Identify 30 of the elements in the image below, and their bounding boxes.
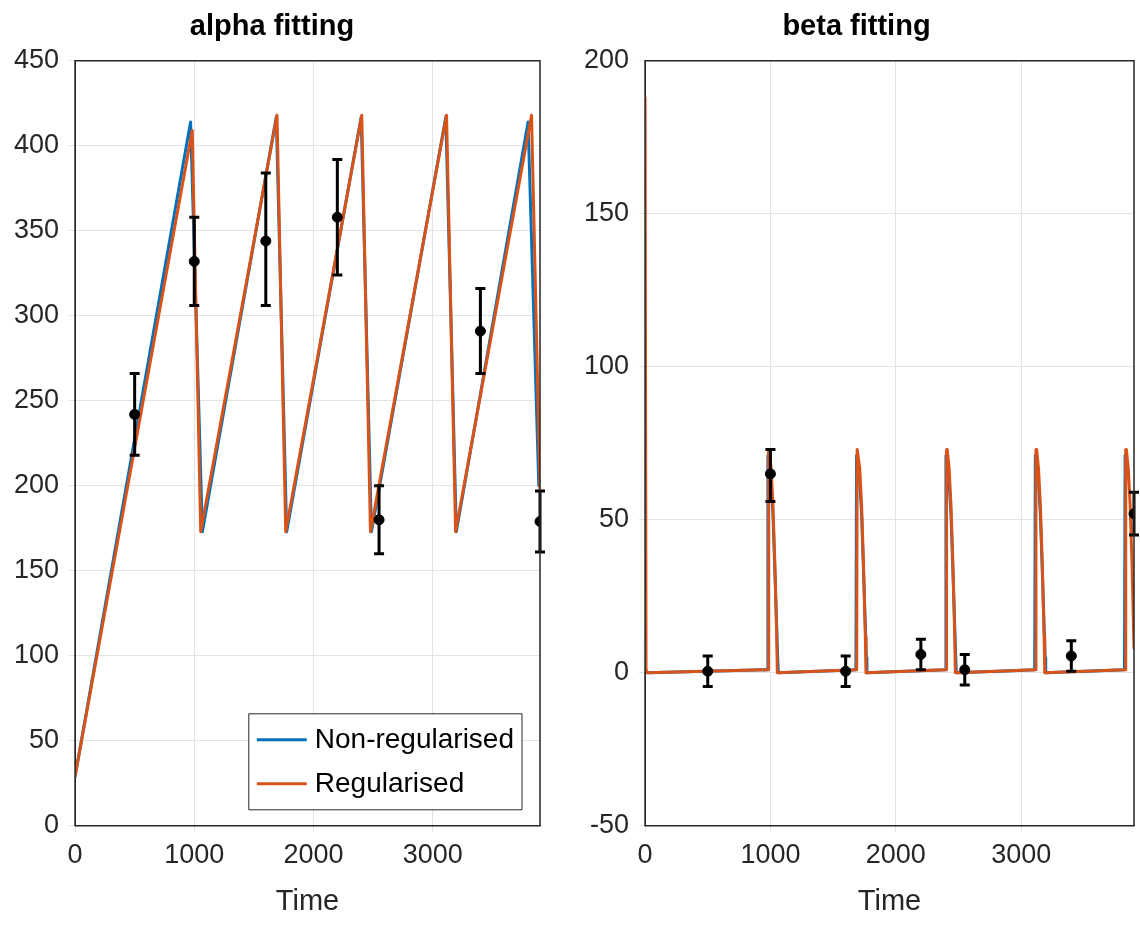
x-axis-title: Time: [857, 883, 922, 916]
y-tick-label: 100: [583, 350, 630, 381]
y-tick-label: 450: [13, 44, 60, 75]
y-tick-label: 150: [13, 554, 60, 585]
x-tick-label: 3000: [991, 839, 1052, 870]
x-tick-label: 2000: [283, 839, 344, 870]
y-tick-label: 350: [13, 214, 60, 245]
x-tick-label: 0: [637, 839, 653, 870]
chart-title: beta fitting: [782, 9, 931, 42]
y-tick-label: 50: [29, 724, 60, 755]
x-tick-label: 2000: [865, 839, 926, 870]
x-tick-label: 3000: [402, 839, 463, 870]
y-tick-label: 400: [13, 129, 60, 160]
legend-label: Non-regularised: [314, 722, 515, 754]
x-tick-label: 1000: [740, 839, 801, 870]
legend-label: Regularised: [314, 766, 465, 798]
y-tick-label: 100: [13, 639, 60, 670]
y-tick-label: 300: [13, 299, 60, 330]
y-tick-label: 150: [583, 197, 630, 228]
y-tick-label: 0: [44, 809, 60, 840]
y-tick-label: 50: [599, 503, 630, 534]
x-tick-label: 0: [67, 839, 83, 870]
y-tick-label: -50: [590, 809, 630, 840]
chart-title: alpha fitting: [189, 9, 355, 42]
x-axis-title: Time: [275, 883, 340, 916]
y-tick-label: 200: [13, 469, 60, 500]
y-tick-label: 200: [583, 44, 630, 75]
y-tick-label: 250: [13, 384, 60, 415]
x-tick-label: 1000: [164, 839, 225, 870]
y-tick-label: 0: [614, 656, 630, 687]
